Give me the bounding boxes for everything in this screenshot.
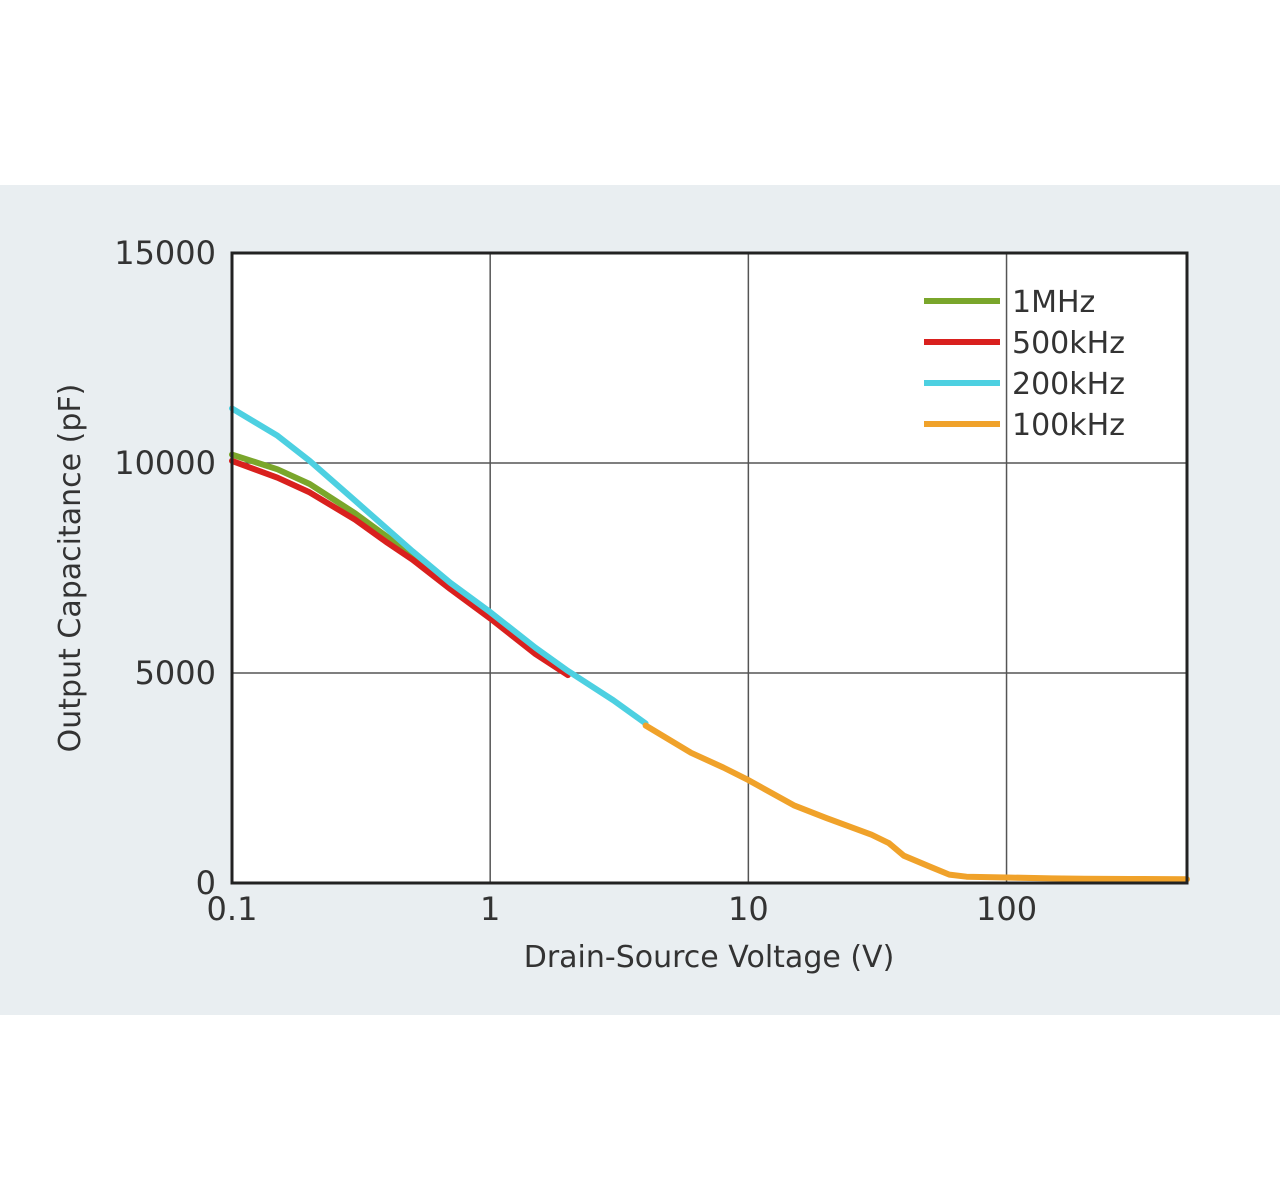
y-axis-title: Output Capacitance (pF) (53, 384, 88, 753)
x-tick-label: 0.1 (207, 890, 258, 928)
series-line-500khz (229, 457, 571, 679)
x-axis-title: Drain-Source Voltage (V) (524, 940, 895, 975)
legend-label-500khz: 500kHz (1012, 326, 1125, 361)
series-line-100khz (642, 722, 1190, 883)
legend-label-200khz: 200kHz (1012, 367, 1125, 402)
x-tick-label: 1 (480, 890, 500, 928)
x-tick-label: 10 (728, 890, 769, 928)
x-tick-label: 100 (976, 890, 1037, 928)
y-tick-label: 0 (196, 864, 216, 902)
y-tick-label: 15000 (114, 234, 216, 272)
plot-frame (230, 251, 1189, 885)
legend-label-100khz: 100kHz (1012, 408, 1125, 443)
y-tick-label: 5000 (135, 654, 216, 692)
series-line-200khz (229, 405, 649, 727)
plot-area (232, 253, 1187, 883)
x-tick-labels: 0.1 1 10 100 (207, 890, 1038, 928)
legend: 1MHz 500kHz 200kHz 100kHz (924, 285, 1125, 443)
y-tick-label: 10000 (114, 444, 216, 482)
legend-label-1mhz: 1MHz (1012, 285, 1095, 320)
series-lines (229, 405, 1190, 883)
y-tick-labels: 0 5000 10000 15000 (114, 234, 216, 902)
